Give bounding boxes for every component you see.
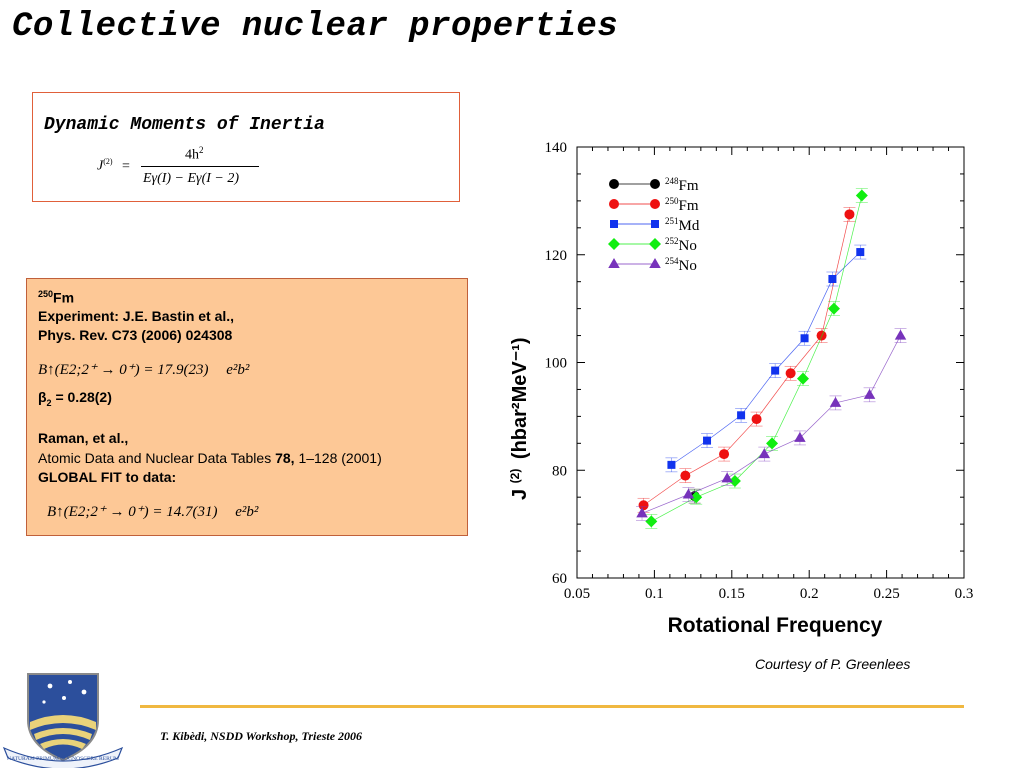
data-point <box>737 411 746 420</box>
y-tick-label: 60 <box>552 571 567 587</box>
legend-entry: 254No <box>665 256 697 274</box>
fermium-250-box: 250Fm Experiment: J.E. Bastin et al., Ph… <box>26 278 468 536</box>
footer-divider <box>140 705 964 708</box>
legend-marker <box>650 199 660 209</box>
x-tick-label: 0.1 <box>645 586 664 602</box>
y-tick-label: 100 <box>545 356 568 372</box>
data-point <box>638 500 649 511</box>
slide-title: Collective nuclear properties <box>12 8 619 46</box>
footer-credit: T. Kibèdi, NSDD Workshop, Trieste 2006 <box>160 729 363 743</box>
be2-equation-2: B↑(E2;2⁺ → 0⁺) = 14.7(31) e²b² <box>47 504 259 520</box>
y-tick-label: 80 <box>552 463 567 479</box>
legend-marker <box>608 258 620 268</box>
data-point <box>844 209 855 220</box>
x-axis-label: Rotational Frequency <box>668 614 883 637</box>
data-point <box>645 515 658 528</box>
eq-denominator: Eγ(I) − Eγ(I − 2) <box>143 171 240 186</box>
y-axis-label: J (2) (hbar²MeV⁻¹) <box>502 337 531 500</box>
data-point <box>636 507 648 518</box>
data-point <box>771 366 780 375</box>
x-tick-label: 0.2 <box>800 586 819 602</box>
data-point <box>828 274 837 283</box>
eq-numerator-sup: 2 <box>199 145 204 155</box>
data-point <box>863 388 876 399</box>
data-point <box>785 368 796 379</box>
data-point <box>758 448 771 459</box>
beta-subscript: 2 <box>46 397 52 408</box>
be2-equation-1: B↑(E2;2⁺ → 0⁺) = 17.9(23) e²b² <box>38 362 250 378</box>
fraction-bar <box>141 166 259 167</box>
x-tick-label: 0.15 <box>719 586 745 602</box>
eq-lhs-sup: (2) <box>103 157 113 166</box>
be2-unit-1: e²b² <box>226 362 250 378</box>
series-line <box>671 251 861 466</box>
courtesy-note: Courtesy of P. Greenlees <box>755 656 911 672</box>
data-point <box>827 302 840 315</box>
data-point <box>829 396 842 407</box>
data-point <box>856 248 865 257</box>
university-crest-logo: NATURAM PRIMUM COGNOSCERE RERUM <box>2 673 124 768</box>
reference-line: Phys. Rev. C73 (2006) 024308 <box>38 327 233 343</box>
legend-marker <box>610 220 618 228</box>
data-point <box>855 189 868 202</box>
plot-frame <box>576 146 965 579</box>
plot-layer: 0.05 0.1 0.15 0.2 0.25 0.3 60 80 100 120 140 248Fm 2… <box>545 140 974 602</box>
legend-marker <box>609 199 619 209</box>
eq-numerator: 4h <box>185 147 199 163</box>
moment-of-inertia-box: Dynamic Moments of Inertia J(2) = 4h2 Eγ… <box>32 92 460 202</box>
eq-lhs: J <box>97 158 104 174</box>
raman-line: Raman, et al., <box>38 430 129 446</box>
y-tick-label: 120 <box>545 248 568 264</box>
beta2-line: β2 = 0.28(2) <box>38 389 112 408</box>
eq-equals: = <box>122 158 130 174</box>
global-fit-line: GLOBAL FIT to data: <box>38 469 177 485</box>
x-tick-label: 0.3 <box>955 586 974 602</box>
data-point <box>682 488 695 499</box>
data-point <box>816 330 827 341</box>
nucleus-symbol: Fm <box>53 289 75 306</box>
nucleus-label: 250Fm <box>38 289 74 306</box>
data-point <box>680 470 691 481</box>
legend-entry: 251Md <box>665 216 700 234</box>
data-point <box>794 431 806 442</box>
legend-entry: 252No <box>665 236 697 254</box>
x-tick-label: 0.25 <box>873 586 899 602</box>
data-point <box>751 414 762 425</box>
moment-of-inertia-chart: 0.05 0.1 0.15 0.2 0.25 0.3 60 80 100 120 140 248Fm 2… <box>502 140 974 637</box>
x-tick-label: 0.05 <box>564 586 590 602</box>
nucleus-mass: 250 <box>38 289 54 299</box>
data-point <box>690 491 703 504</box>
data-point <box>703 436 712 445</box>
y-tick-label: 140 <box>545 140 568 156</box>
adndt-line: Atomic Data and Nuclear Data Tables 78, … <box>38 450 382 466</box>
crest-motto: NATURAM PRIMUM COGNOSCERE RERUM <box>7 756 119 762</box>
data-point <box>797 372 810 385</box>
data-point <box>800 334 809 343</box>
legend-entry: 248Fm <box>665 176 699 194</box>
legend-marker <box>650 179 660 189</box>
beta-symbol: β <box>38 389 47 405</box>
box-heading: Dynamic Moments of Inertia <box>44 115 325 135</box>
experiment-line: Experiment: J.E. Bastin et al., <box>38 308 235 324</box>
data-point <box>667 460 676 469</box>
legend-marker <box>649 238 661 250</box>
data-point <box>894 329 907 340</box>
data-point <box>728 475 741 488</box>
legend-marker <box>651 220 659 228</box>
data-point <box>766 437 779 450</box>
legend-marker <box>608 238 620 250</box>
legend-marker <box>649 258 661 268</box>
legend-marker <box>609 179 619 189</box>
data-point <box>719 449 730 460</box>
be2-unit-2: e²b² <box>235 504 259 520</box>
data-point <box>721 472 733 483</box>
legend-entry: 250Fm <box>665 196 699 214</box>
series-line <box>641 335 901 514</box>
beta-value: = 0.28(2) <box>51 389 112 405</box>
